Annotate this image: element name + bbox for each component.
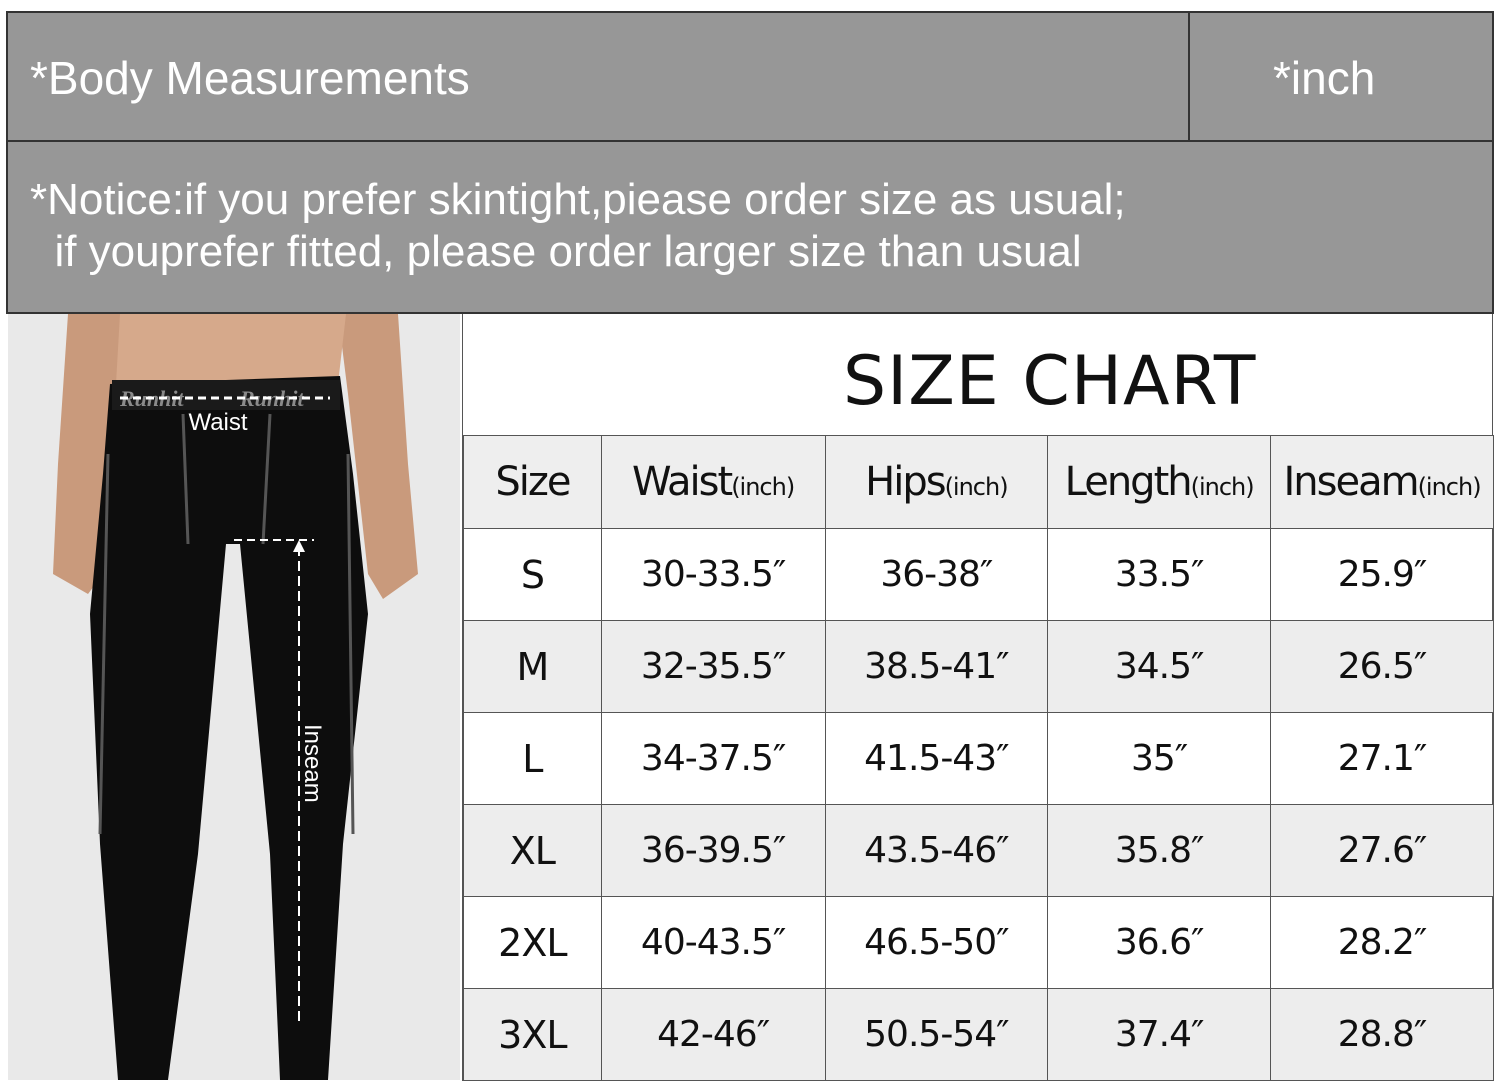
model-photo: Runhit Runhit Waist Inseam xyxy=(8,314,460,1080)
table-row: L 34-37.5″ 41.5-43″ 35″ 27.1″ xyxy=(463,712,1494,805)
notice-line-1: *Notice:if you prefer skintight,piease o… xyxy=(30,175,1126,224)
value-cell: 25.9″ xyxy=(1270,528,1494,621)
size-table: Size Waist(inch) Hips(inch) Length(inch) Ins… xyxy=(463,435,1494,1081)
column-label: Inseam xyxy=(1283,459,1419,505)
arrow-up-icon xyxy=(293,540,305,552)
header-title: *Body Measurements xyxy=(30,52,470,104)
value-cell: 28.8″ xyxy=(1270,988,1494,1081)
value-cell: 38.5-41″ xyxy=(824,620,1049,713)
column-label: Size xyxy=(495,459,571,505)
value-cell: 36-38″ xyxy=(824,528,1049,621)
value-cell: 50.5-54″ xyxy=(824,988,1049,1081)
size-cell: 3XL xyxy=(463,988,602,1081)
table-row: S 30-33.5″ 36-38″ 33.5″ 25.9″ xyxy=(463,528,1494,621)
column-unit: (inch) xyxy=(1190,473,1255,501)
column-unit: (inch) xyxy=(1417,473,1482,501)
header-bar: *Body Measurements *inch xyxy=(6,11,1494,142)
value-cell: 36.6″ xyxy=(1047,896,1272,989)
column-header-hips: Hips(inch) xyxy=(824,435,1049,529)
table-header-row: Size Waist(inch) Hips(inch) Length(inch) Ins… xyxy=(463,435,1494,529)
value-cell: 35″ xyxy=(1047,712,1272,805)
size-cell: 2XL xyxy=(463,896,602,989)
notice-bar: *Notice:if you prefer skintight,piease o… xyxy=(6,140,1494,314)
unit-label: *inch xyxy=(1273,52,1376,104)
table-row: XL 36-39.5″ 43.5-46″ 35.8″ 27.6″ xyxy=(463,804,1494,897)
column-header-length: Length(inch) xyxy=(1047,435,1272,529)
notice-line-2: if youprefer fitted, please order larger… xyxy=(30,227,1082,276)
column-header-size: Size xyxy=(463,435,602,529)
column-header-inseam: Inseam(inch) xyxy=(1270,435,1494,529)
size-cell: M xyxy=(463,620,602,713)
value-cell: 36-39.5″ xyxy=(600,804,826,897)
value-cell: 37.4″ xyxy=(1047,988,1272,1081)
value-cell: 34-37.5″ xyxy=(600,712,826,805)
value-cell: 28.2″ xyxy=(1270,896,1494,989)
table-row: 3XL 42-46″ 50.5-54″ 37.4″ 28.8″ xyxy=(463,988,1494,1081)
size-cell: XL xyxy=(463,804,602,897)
table-row: 2XL 40-43.5″ 46.5-50″ 36.6″ 28.2″ xyxy=(463,896,1494,989)
value-cell: 42-46″ xyxy=(600,988,826,1081)
column-label: Waist xyxy=(632,459,733,505)
value-cell: 46.5-50″ xyxy=(824,896,1049,989)
column-header-waist: Waist(inch) xyxy=(600,435,826,529)
size-cell: S xyxy=(463,528,602,621)
inseam-label: Inseam xyxy=(299,724,326,803)
value-cell: 30-33.5″ xyxy=(600,528,826,621)
column-unit: (inch) xyxy=(944,473,1009,501)
waist-label: Waist xyxy=(188,409,247,436)
header-divider xyxy=(1188,13,1190,140)
column-label: Hips xyxy=(865,459,946,505)
table-row: M 32-35.5″ 38.5-41″ 34.5″ 26.5″ xyxy=(463,620,1494,713)
value-cell: 32-35.5″ xyxy=(600,620,826,713)
value-cell: 34.5″ xyxy=(1047,620,1272,713)
value-cell: 26.5″ xyxy=(1270,620,1494,713)
value-cell: 40-43.5″ xyxy=(600,896,826,989)
column-label: Length xyxy=(1064,459,1193,505)
size-chart: SIZE CHART Size Waist(inch) Hips(inch) Leng… xyxy=(462,314,1494,1081)
size-cell: L xyxy=(463,712,602,805)
chart-title: SIZE CHART xyxy=(843,342,1257,421)
value-cell: 41.5-43″ xyxy=(824,712,1049,805)
value-cell: 27.1″ xyxy=(1270,712,1494,805)
value-cell: 43.5-46″ xyxy=(824,804,1049,897)
value-cell: 33.5″ xyxy=(1047,528,1272,621)
value-cell: 35.8″ xyxy=(1047,804,1272,897)
column-unit: (inch) xyxy=(731,473,795,501)
value-cell: 27.6″ xyxy=(1270,804,1494,897)
